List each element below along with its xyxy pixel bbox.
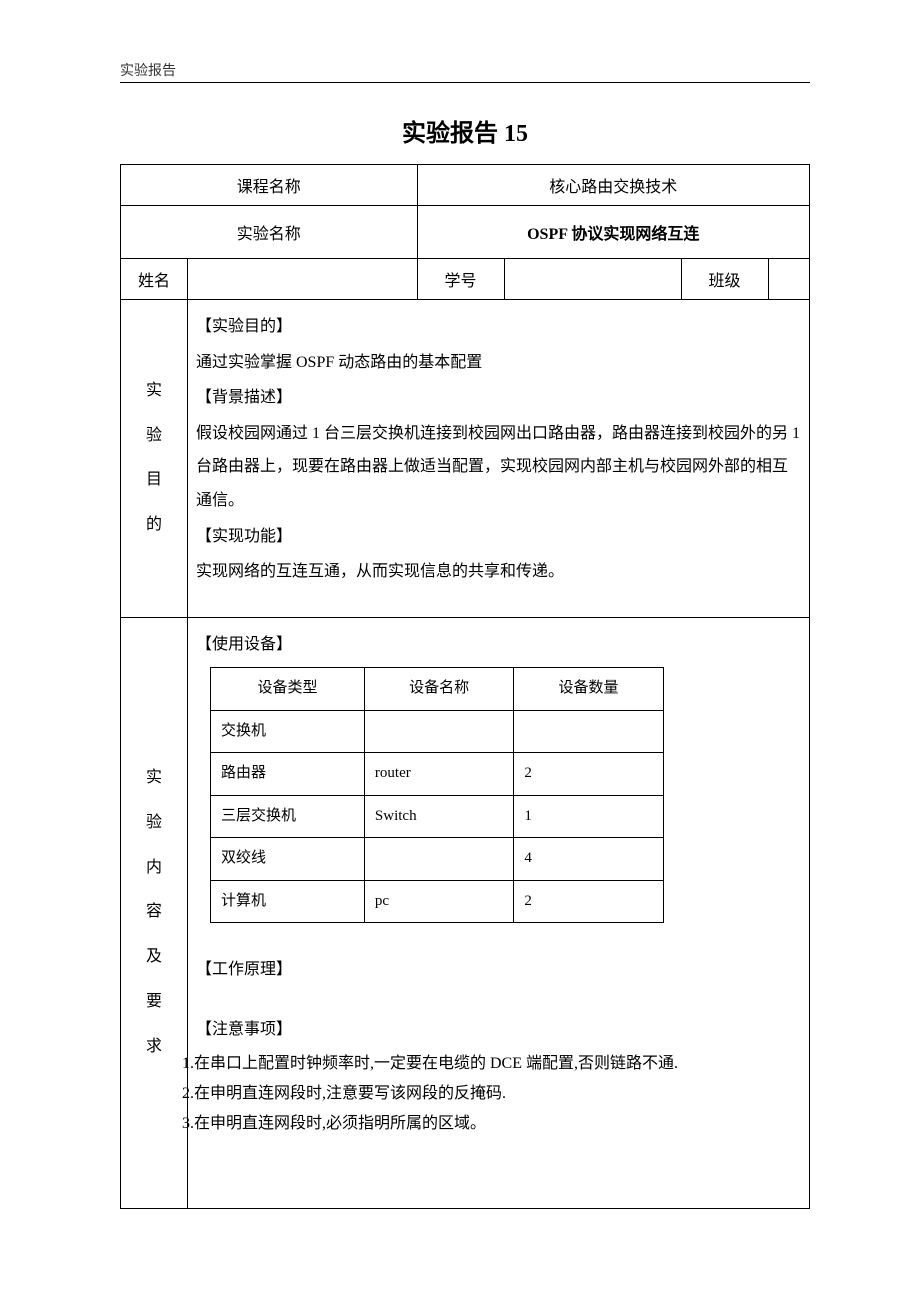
purpose-s1-text: 通过实验掌握 OSPF 动态路由的基本配置	[196, 346, 801, 380]
purpose-s3-text: 实现网络的互连互通，从而实现信息的共享和传递。	[196, 555, 801, 589]
course-label: 课程名称	[121, 165, 418, 206]
equipment-table: 设备类型 设备名称 设备数量 交换机 路由器 router 2	[210, 667, 664, 923]
purpose-s3-title: 【实现功能】	[196, 520, 801, 554]
table-row: 双绞线 4	[211, 838, 664, 881]
table-row: 路由器 router 2	[211, 753, 664, 796]
table-row: 计算机 pc 2	[211, 880, 664, 923]
equip-col-qty: 设备数量	[514, 668, 663, 711]
exp-value: OSPF 协议实现网络互连	[417, 206, 809, 259]
note-line: 3.在申明直连网段时,必须指明所属的区域。	[182, 1109, 801, 1139]
name-label: 姓名	[121, 259, 188, 300]
table-row: 三层交换机 Switch 1	[211, 795, 664, 838]
name-value	[188, 259, 418, 300]
purpose-content: 【实验目的】 通过实验掌握 OSPF 动态路由的基本配置 【背景描述】 假设校园…	[188, 300, 810, 618]
purpose-vert-label: 实验目的	[121, 300, 188, 618]
notes-block: 1.在串口上配置时钟频率时,一定要在电缆的 DCE 端配置,否则链路不通. 2.…	[182, 1049, 801, 1140]
principle-title: 【工作原理】	[196, 953, 801, 987]
main-table: 课程名称 核心路由交换技术 实验名称 OSPF 协议实现网络互连 姓名 学号 班…	[120, 164, 810, 1209]
id-label: 学号	[417, 259, 504, 300]
equip-title: 【使用设备】	[196, 628, 801, 662]
equip-col-name: 设备名称	[364, 668, 513, 711]
note-line: 2.在申明直连网段时,注意要写该网段的反掩码.	[182, 1079, 801, 1109]
class-value	[768, 259, 809, 300]
class-label: 班级	[681, 259, 768, 300]
note-line: 1.在串口上配置时钟频率时,一定要在电缆的 DCE 端配置,否则链路不通.	[182, 1049, 801, 1079]
content-vert-label: 实验内容及要求	[121, 617, 188, 1208]
exp-label: 实验名称	[121, 206, 418, 259]
purpose-s1-title: 【实验目的】	[196, 310, 801, 344]
page-header: 实验报告	[120, 60, 810, 83]
id-value	[504, 259, 681, 300]
course-value: 核心路由交换技术	[417, 165, 809, 206]
document-title: 实验报告 15	[120, 113, 810, 148]
content-cell: 【使用设备】 设备类型 设备名称 设备数量 交换机 路由器 router	[188, 617, 810, 1208]
table-row: 交换机	[211, 710, 664, 753]
purpose-s2-text: 假设校园网通过 1 台三层交换机连接到校园网出口路由器，路由器连接到校园外的另 …	[196, 417, 801, 518]
equip-col-type: 设备类型	[211, 668, 365, 711]
notes-title: 【注意事项】	[196, 1013, 801, 1047]
purpose-s2-title: 【背景描述】	[196, 381, 801, 415]
